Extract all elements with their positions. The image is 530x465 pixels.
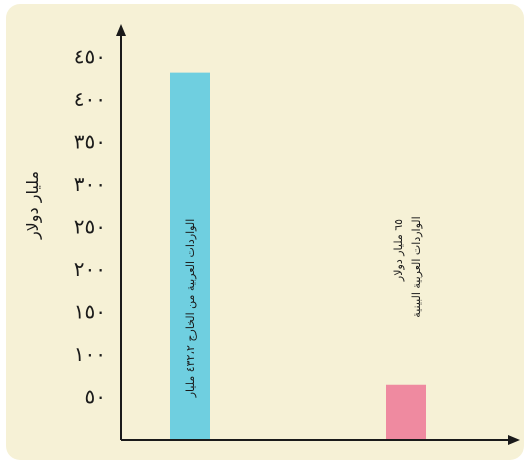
bar (386, 384, 426, 440)
y-tick-label: ٢٠٠ (74, 257, 106, 281)
axes-group (116, 24, 520, 445)
bar-labels-group: الواردات العربية من الخارج ٤٣٢،٢ مليار ال… (184, 216, 423, 398)
y-axis-arrow (116, 24, 126, 36)
y-tick-label: ٤٠٠ (74, 87, 106, 111)
y-tick-label: ٢٥٠ (74, 215, 106, 239)
y-tick-label: ١٥٠ (74, 300, 106, 324)
y-tick-label: ١٠٠ (74, 342, 106, 366)
y-tick-label: ٣٥٠ (74, 130, 106, 154)
y-tick-label: ٥٠ (85, 385, 106, 409)
bar (170, 72, 210, 440)
y-axis-label: مليار دولار (23, 171, 43, 240)
bar-label: الواردات العربية البينية (410, 216, 423, 317)
bars-group (170, 72, 426, 440)
chart-card (6, 4, 524, 460)
y-tick-label: ٤٥٠ (74, 45, 106, 69)
bar-label: ٦٥ مليار دولار (392, 219, 405, 282)
y-ticks-group: ٥٠ ١٠٠ ١٥٠ ٢٠٠ ٢٥٠ ٣٠٠ ٣٥٠ ٤٠٠ ٤٥٠ (74, 45, 106, 409)
y-tick-label: ٣٠٠ (74, 172, 106, 196)
bar-label: الواردات العربية من الخارج ٤٣٢،٢ مليار (184, 219, 197, 399)
x-axis-arrow (508, 435, 520, 445)
